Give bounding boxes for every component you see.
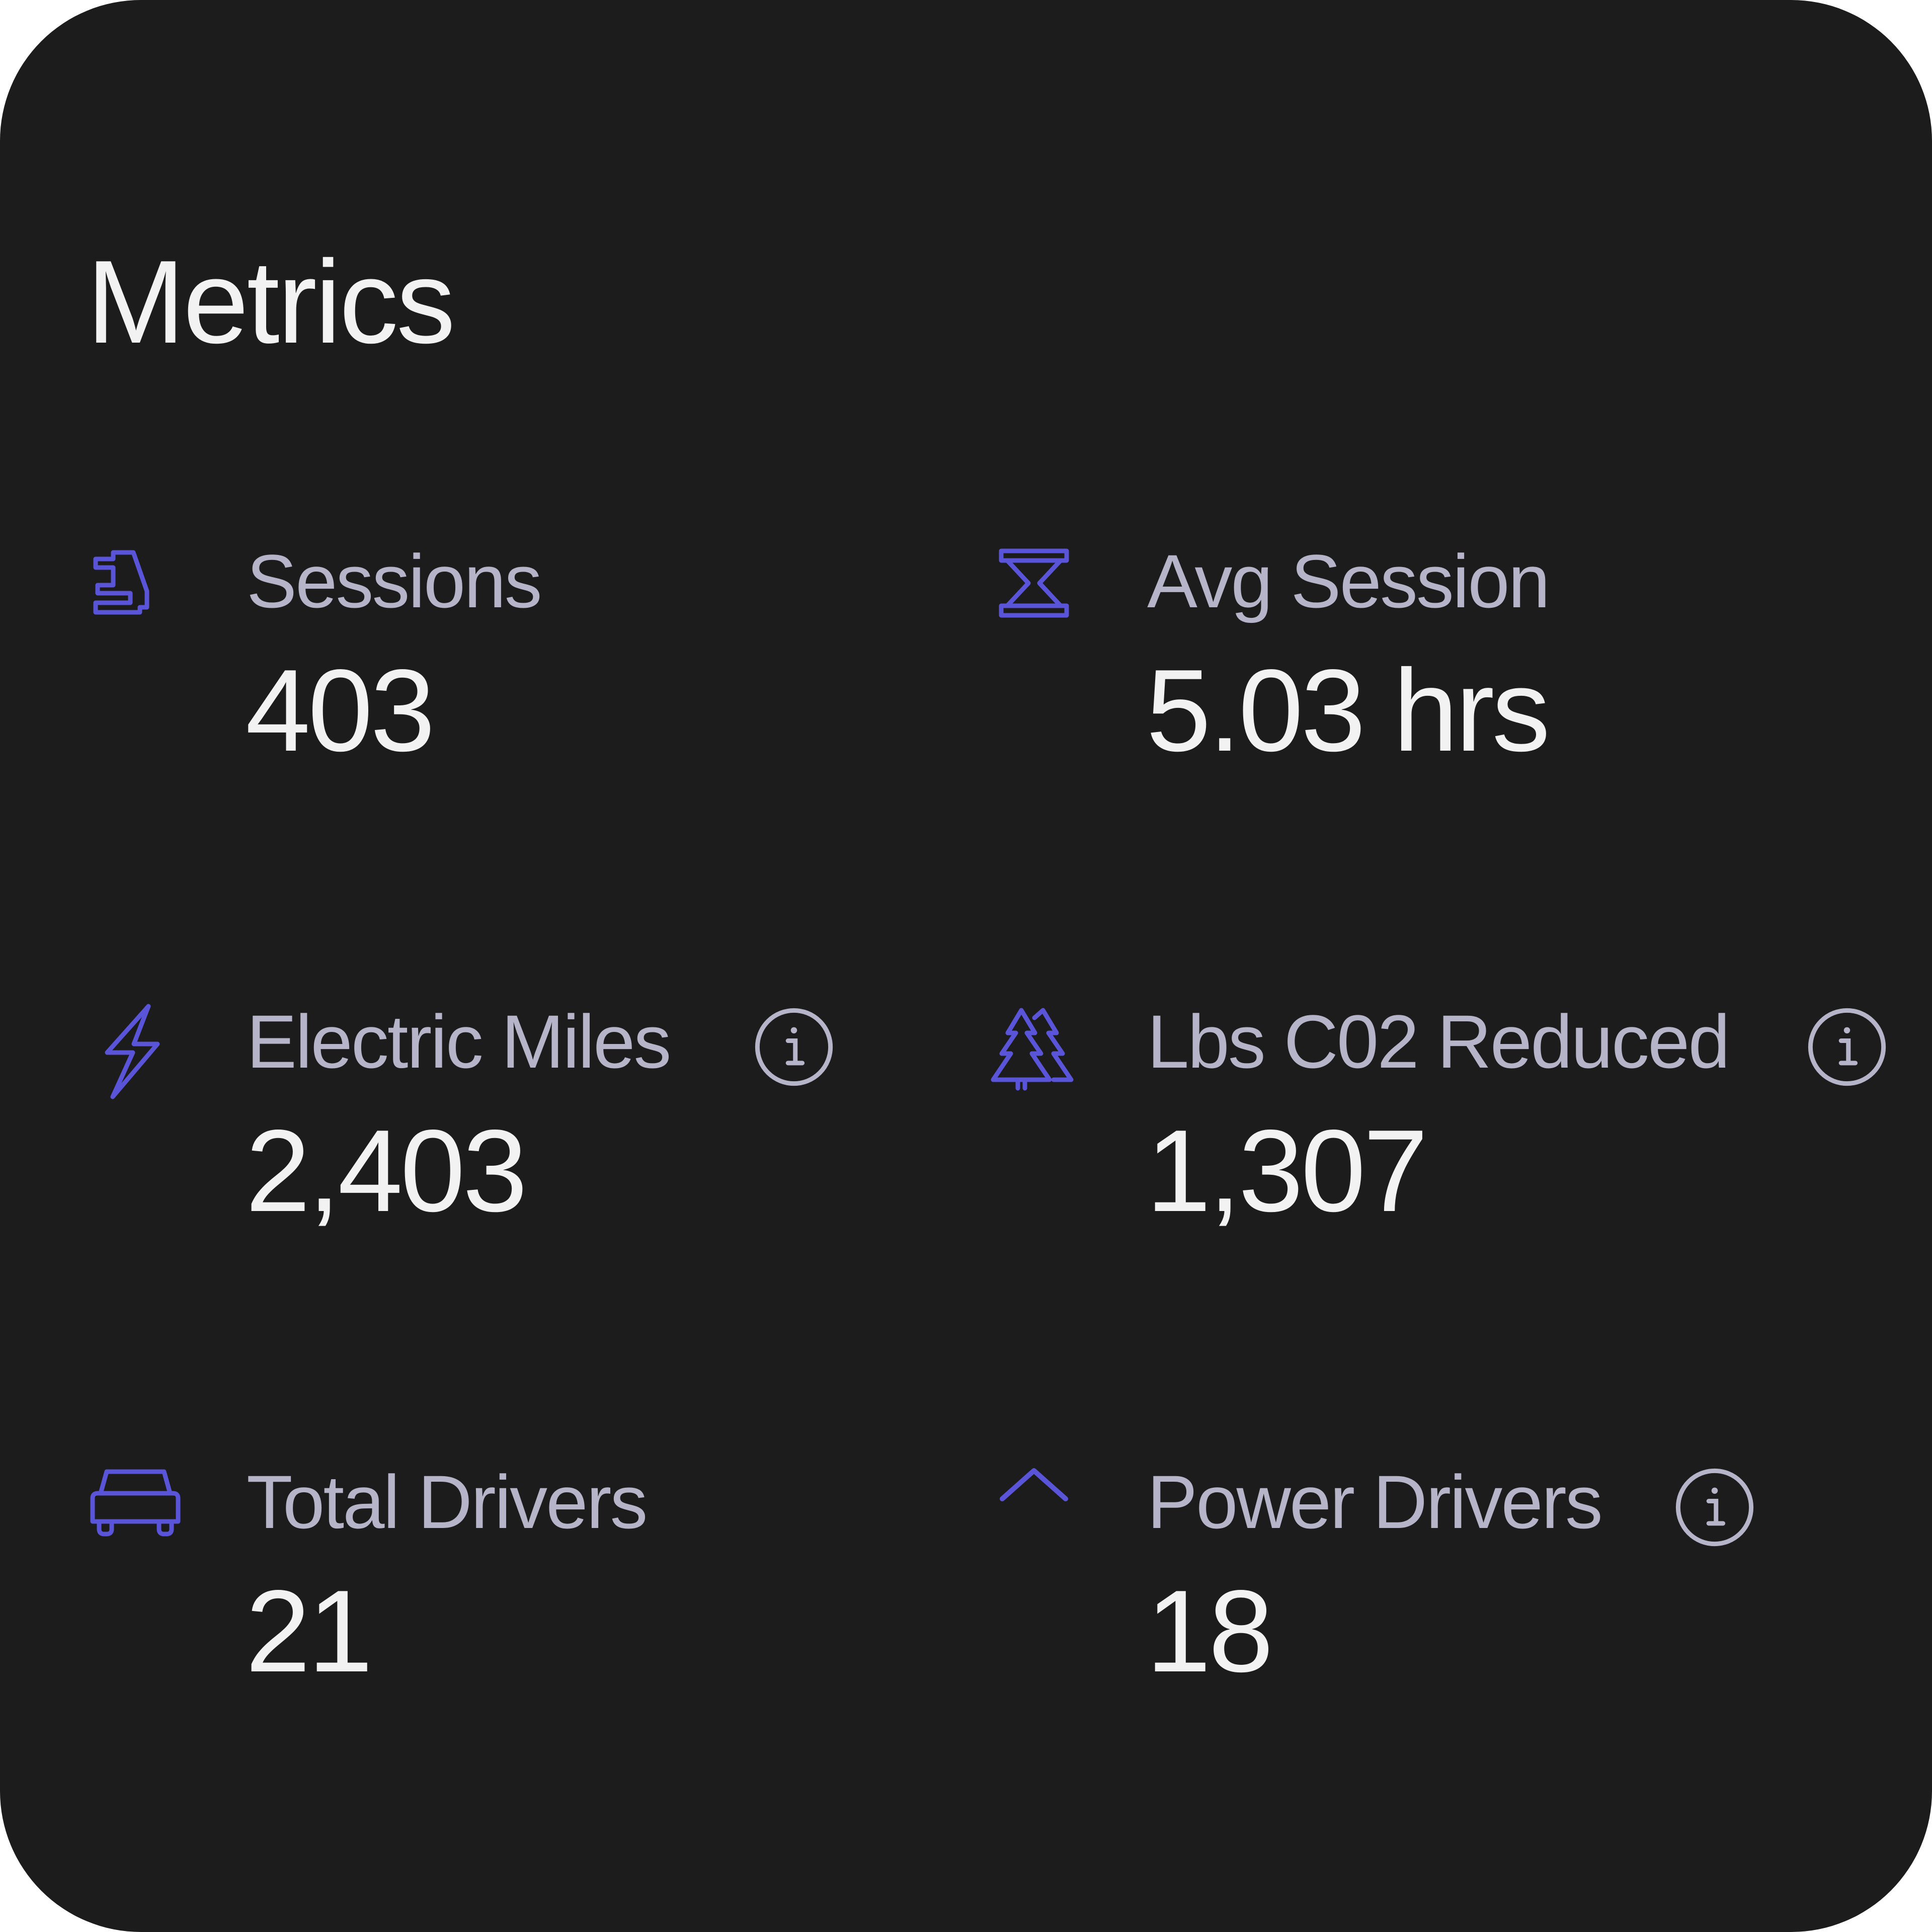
metric-sessions: Sessions 403 <box>86 536 981 787</box>
info-icon[interactable] <box>1805 1005 1889 1089</box>
metric-value: 21 <box>246 1566 373 1697</box>
metric-total-drivers: Total Drivers 21 <box>86 1457 981 1708</box>
ev-charger-plug-icon <box>86 536 206 657</box>
metric-label: Avg Session <box>1147 539 1550 623</box>
metric-value: 2,403 <box>246 1106 528 1236</box>
metric-co2-reduced: Lbs C02 Reduced 1,307 <box>986 996 1886 1248</box>
pine-trees-icon <box>986 996 1107 1117</box>
metric-label: Sessions <box>247 539 542 623</box>
chevron-up-icon <box>986 1457 1107 1577</box>
metric-value: 403 <box>246 646 435 776</box>
card-title: Metrics <box>87 235 455 368</box>
car-icon <box>86 1457 206 1577</box>
metric-value: 5.03 hrs <box>1146 646 1550 776</box>
metric-label: Power Drivers <box>1147 1460 1603 1544</box>
metric-power-drivers: Power Drivers 18 <box>986 1457 1882 1708</box>
lightning-bolt-icon <box>86 996 206 1117</box>
metric-value: 1,307 <box>1146 1106 1428 1236</box>
metric-label: Lbs C02 Reduced <box>1147 999 1730 1084</box>
info-icon[interactable] <box>752 1005 836 1089</box>
info-icon[interactable] <box>1673 1466 1756 1549</box>
metric-value: 18 <box>1146 1566 1273 1697</box>
metric-label: Total Drivers <box>247 1460 648 1544</box>
hourglass-icon <box>986 536 1107 657</box>
metric-label: Electric Miles <box>247 999 671 1084</box>
metric-electric-miles: Electric Miles 2,403 <box>86 996 981 1248</box>
metric-avg-session: Avg Session 5.03 hrs <box>986 536 1882 787</box>
